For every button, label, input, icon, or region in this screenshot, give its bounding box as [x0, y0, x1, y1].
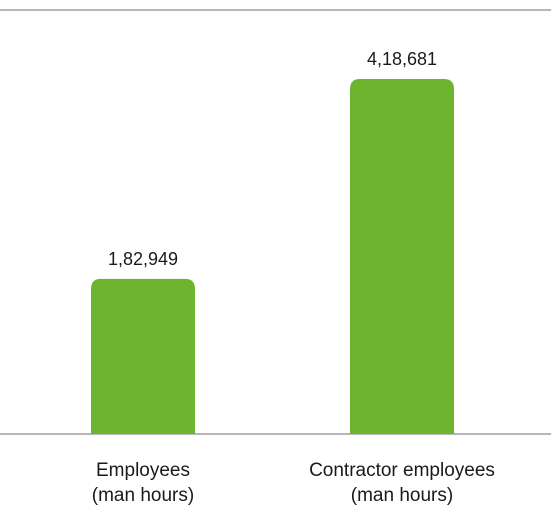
category-label-0-line-0: Employees: [96, 460, 190, 481]
data-label-1: 4,18,681: [367, 49, 437, 69]
bars-layer: [91, 78, 454, 435]
category-label-1-line-1: (man hours): [351, 485, 453, 506]
category-label-0-line-1: (man hours): [92, 485, 194, 506]
labels-layer: 1,82,949 Employees (man hours) 4,18,681 Cont…: [92, 49, 495, 506]
bar-0: [91, 278, 195, 434]
category-label-1-line-0: Contractor employees: [309, 460, 495, 481]
bar-1: [350, 78, 454, 435]
data-label-0: 1,82,949: [108, 249, 178, 269]
